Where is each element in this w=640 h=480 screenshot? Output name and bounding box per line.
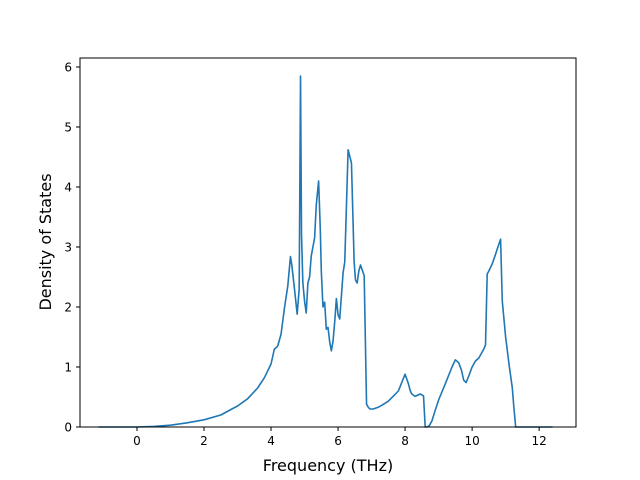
x-tick-label: 6 [334, 434, 342, 448]
y-tick-label: 0 [64, 421, 72, 435]
y-tick-label: 4 [64, 181, 72, 195]
y-tick-label: 6 [64, 61, 72, 75]
x-tick-label: 12 [531, 434, 546, 448]
x-tick-label: 0 [133, 434, 141, 448]
y-axis: 0 1 2 3 4 5 6 [64, 61, 80, 435]
x-axis: 0 2 4 6 8 10 12 [133, 427, 547, 448]
y-tick-label: 1 [64, 361, 72, 375]
y-tick-label: 5 [64, 121, 72, 135]
x-tick-label: 8 [401, 434, 409, 448]
dos-series-line-0 [98, 75, 553, 428]
y-tick-label: 2 [64, 301, 72, 315]
plot-frame [79, 57, 577, 428]
x-tick-label: 10 [464, 434, 479, 448]
x-tick-label: 4 [267, 434, 275, 448]
y-axis-label: Density of States [36, 173, 55, 310]
plot-area [79, 57, 577, 428]
y-tick-label: 3 [64, 241, 72, 255]
x-tick-label: 2 [200, 434, 208, 448]
x-axis-label: Frequency (THz) [263, 456, 393, 475]
